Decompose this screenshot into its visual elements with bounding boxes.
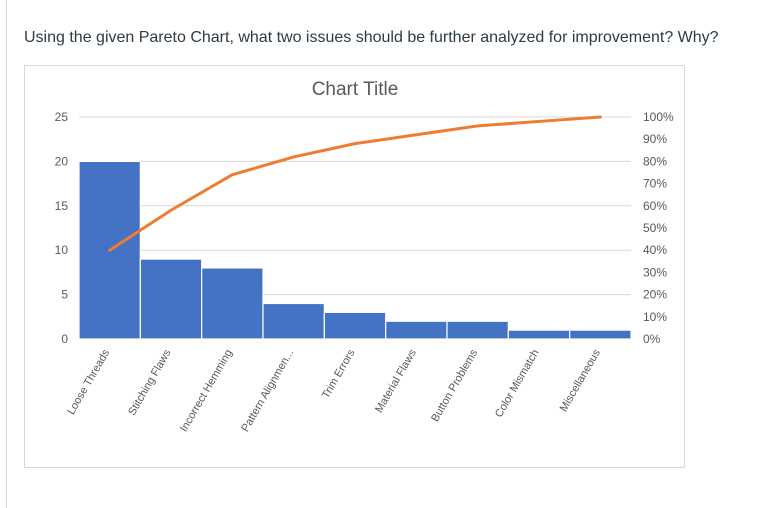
x-tick-label: Incorrect Hemming [178, 348, 235, 434]
y2-tick-label: 20% [643, 288, 667, 302]
x-axis-ticks: Loose Threads Stitching Flaws Incorrect He… [65, 347, 603, 434]
y2-tick-label: 40% [643, 243, 667, 257]
x-tick-label: Color Mismatch [493, 348, 542, 420]
chart-title: Chart Title [312, 79, 399, 100]
x-tick-label: Miscellaneous [558, 347, 603, 414]
y-tick-label: 0 [61, 332, 68, 346]
bar-trim-errors [323, 311, 387, 340]
bar-pattern-alignmen [262, 302, 325, 340]
page-left-rule [6, 0, 7, 508]
y-tick-label: 20 [55, 154, 69, 168]
x-tick-label: Loose Threads [65, 347, 112, 417]
y2-tick-label: 0% [643, 332, 661, 346]
y-tick-label: 5 [61, 288, 68, 302]
x-tick-label: Pattern Alignmen... [239, 348, 296, 434]
y2-axis-ticks: 0% 10% 20% 30% 40% 50% 60% 70% 80% 90% 100% [643, 110, 674, 346]
y2-tick-label: 70% [643, 177, 667, 191]
cumulative-line-layer [108, 115, 602, 252]
y2-tick-label: 100% [643, 110, 674, 124]
bar-stitching-flaws [139, 258, 203, 340]
cumulative-percent-line [108, 115, 602, 252]
y-tick-label: 10 [55, 243, 69, 257]
question-text: Using the given Pareto Chart, what two i… [24, 29, 719, 46]
x-tick-label: Stitching Flaws [126, 347, 174, 417]
y2-tick-label: 60% [643, 199, 667, 213]
y2-tick-label: 90% [643, 132, 667, 146]
y2-tick-label: 30% [643, 265, 667, 279]
bars [78, 160, 632, 340]
y-tick-label: 25 [55, 110, 69, 124]
x-tick-label: Trim Errors [320, 347, 358, 401]
x-tick-label: Material Flaws [373, 347, 419, 415]
y-tick-label: 15 [55, 199, 69, 213]
y2-tick-label: 80% [643, 154, 667, 168]
bar-incorrect-hemming [201, 267, 264, 340]
bar-miscellaneous [569, 329, 632, 340]
bar-color-mismatch [507, 329, 571, 340]
y2-tick-label: 10% [643, 310, 667, 324]
y-axis-ticks: 0 5 10 15 20 25 [55, 110, 69, 346]
bar-material-flaws [385, 320, 448, 340]
y2-tick-label: 50% [643, 221, 667, 235]
bar-button-problems [446, 320, 509, 340]
x-tick-label: Button Problems [429, 347, 480, 424]
